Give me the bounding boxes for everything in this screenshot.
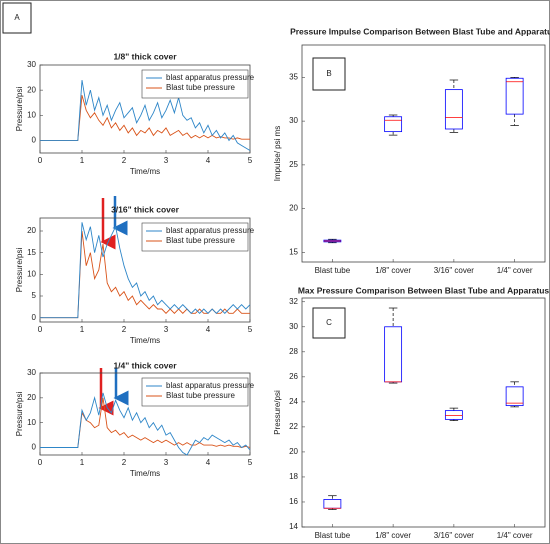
- box: [384, 116, 403, 133]
- y-tick-label: 14: [289, 522, 298, 531]
- y-tick-label: 16: [289, 497, 298, 506]
- y-tick-label: 5: [32, 291, 37, 300]
- x-tick-label: 4: [206, 458, 211, 467]
- chart-title: 1/4" thick cover: [113, 360, 177, 370]
- x-tick-label: 3: [164, 156, 169, 165]
- x-tick-label: 2: [122, 458, 127, 467]
- y-tick-label: 35: [289, 72, 298, 81]
- chart-title: 3/16" thick cover: [111, 204, 180, 214]
- y-axis-label: Pressure/psi: [15, 392, 24, 437]
- x-tick-label: 5: [248, 458, 253, 467]
- y-tick-label: 0: [32, 136, 37, 145]
- y-tick-label: 26: [289, 372, 298, 381]
- x-tick-label: 2: [122, 156, 127, 165]
- x-tick-label: 0: [38, 325, 43, 334]
- box: [505, 386, 524, 407]
- y-tick-label: 30: [289, 322, 298, 331]
- legend: [141, 69, 249, 99]
- y-axis-label: Pressure/psi: [15, 248, 24, 293]
- y-tick-label: 10: [27, 110, 36, 119]
- panel-label: A: [14, 13, 20, 22]
- x-tick-label: 5: [248, 156, 253, 165]
- y-tick-label: 0: [32, 443, 37, 452]
- y-tick-label: 10: [27, 269, 36, 278]
- panel-label: B: [326, 69, 331, 78]
- legend-label: Blast tube pressure: [166, 236, 235, 245]
- x-tick-label: 1/8" cover: [375, 531, 411, 540]
- y-axis-label: Impulse/ psi ms: [273, 126, 282, 182]
- y-tick-label: 20: [27, 85, 36, 94]
- legend-label: blast apparatus pressure: [166, 226, 255, 235]
- x-tick-label: 3/16" cover: [434, 266, 475, 275]
- y-tick-label: 28: [289, 347, 298, 356]
- y-tick-label: 20: [27, 393, 36, 402]
- box: [505, 77, 524, 115]
- chart-title: Max Pressure Comparison Between Blast Tu…: [298, 285, 550, 295]
- x-tick-label: Blast tube: [315, 266, 351, 275]
- y-tick-label: 24: [289, 397, 298, 406]
- panel-label-box: [2, 2, 32, 34]
- box: [384, 326, 403, 383]
- box: [444, 410, 463, 420]
- y-tick-label: 0: [32, 313, 37, 322]
- x-tick-label: 3: [164, 458, 169, 467]
- y-tick-label: 20: [27, 226, 36, 235]
- legend-label: Blast tube pressure: [166, 83, 235, 92]
- axes-box: [39, 64, 251, 154]
- x-tick-label: 1: [80, 156, 85, 165]
- x-tick-label: 0: [38, 156, 43, 165]
- y-tick-label: 30: [27, 368, 36, 377]
- x-axis-label: Time/ms: [130, 336, 160, 345]
- axes-box: [39, 372, 251, 456]
- panel-label: C: [326, 318, 332, 327]
- line-series: [40, 80, 251, 151]
- line-series: [40, 222, 251, 319]
- y-tick-label: 32: [289, 297, 298, 306]
- panel-label-box: [312, 307, 346, 339]
- legend-label: blast apparatus pressure: [166, 73, 255, 82]
- y-axis-label: Pressure/psi: [15, 87, 24, 132]
- x-axis-label: Time/ms: [130, 167, 160, 176]
- line-series: [40, 392, 251, 456]
- axes-box: [39, 217, 251, 323]
- chart-title: Pressure Impulse Comparison Between Blas…: [290, 26, 550, 36]
- chart-title: 1/8" thick cover: [113, 51, 177, 61]
- y-tick-label: 10: [27, 418, 36, 427]
- x-tick-label: 3: [164, 325, 169, 334]
- legend-label: Blast tube pressure: [166, 391, 235, 400]
- x-axis-label: Time/ms: [130, 469, 160, 478]
- y-tick-label: 20: [289, 204, 298, 213]
- x-tick-label: 1: [80, 458, 85, 467]
- y-tick-label: 30: [289, 116, 298, 125]
- x-tick-label: 2: [122, 325, 127, 334]
- x-tick-label: 1/4" cover: [497, 266, 533, 275]
- x-tick-label: 4: [206, 156, 211, 165]
- legend: [141, 377, 249, 407]
- y-tick-label: 18: [289, 472, 298, 481]
- legend-label: blast apparatus pressure: [166, 381, 255, 390]
- axes-box: [301, 44, 546, 263]
- x-tick-label: 0: [38, 458, 43, 467]
- x-tick-label: 1/4" cover: [497, 531, 533, 540]
- x-tick-label: 1: [80, 325, 85, 334]
- x-tick-label: Blast tube: [315, 531, 351, 540]
- x-tick-label: 4: [206, 325, 211, 334]
- box: [323, 499, 342, 509]
- legend: [141, 222, 249, 252]
- x-tick-label: 1/8" cover: [375, 266, 411, 275]
- y-tick-label: 30: [27, 60, 36, 69]
- y-tick-label: 20: [289, 447, 298, 456]
- y-tick-label: 22: [289, 422, 298, 431]
- x-tick-label: 3/16" cover: [434, 531, 475, 540]
- y-axis-label: Pressure/psi: [273, 390, 282, 435]
- y-tick-label: 25: [289, 160, 298, 169]
- y-tick-label: 15: [27, 248, 36, 257]
- axes-box: [301, 297, 546, 528]
- box: [444, 89, 463, 130]
- panel-label-box: [312, 57, 346, 91]
- x-tick-label: 5: [248, 325, 253, 334]
- y-tick-label: 15: [289, 247, 298, 256]
